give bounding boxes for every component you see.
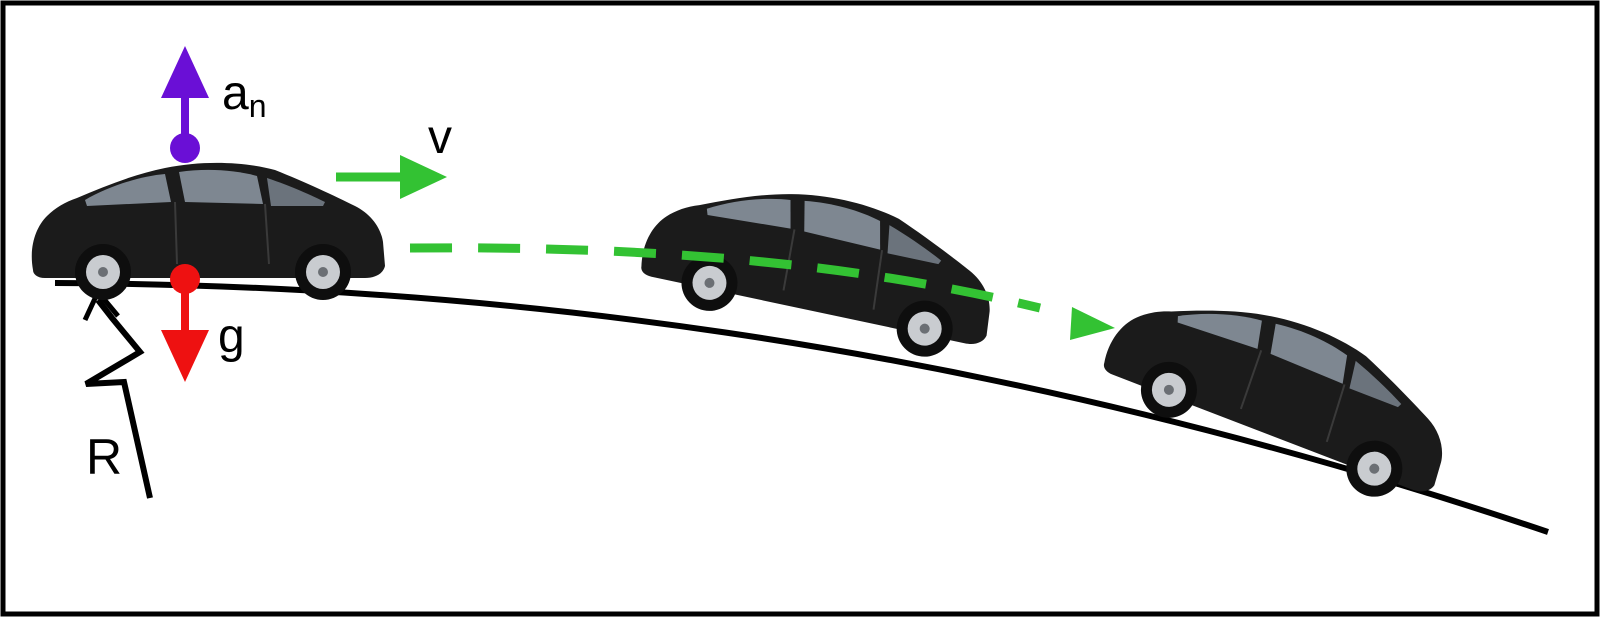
gravity-label: g [218, 310, 245, 363]
velocity-arrowhead [400, 155, 447, 199]
road-curve [54, 280, 1549, 535]
gravity-origin-dot [170, 264, 200, 294]
normal-acceleration-label: an [222, 67, 267, 124]
trajectory-dashed-line [409, 243, 1042, 313]
radius-label: R [86, 429, 122, 485]
gravity-arrowhead [161, 330, 209, 382]
radius-marker [84, 298, 153, 499]
trajectory-arrowhead [1070, 307, 1115, 340]
acceleration-origin-dot [170, 133, 200, 163]
velocity-label: v [428, 111, 452, 164]
acceleration-arrowhead [161, 46, 209, 98]
